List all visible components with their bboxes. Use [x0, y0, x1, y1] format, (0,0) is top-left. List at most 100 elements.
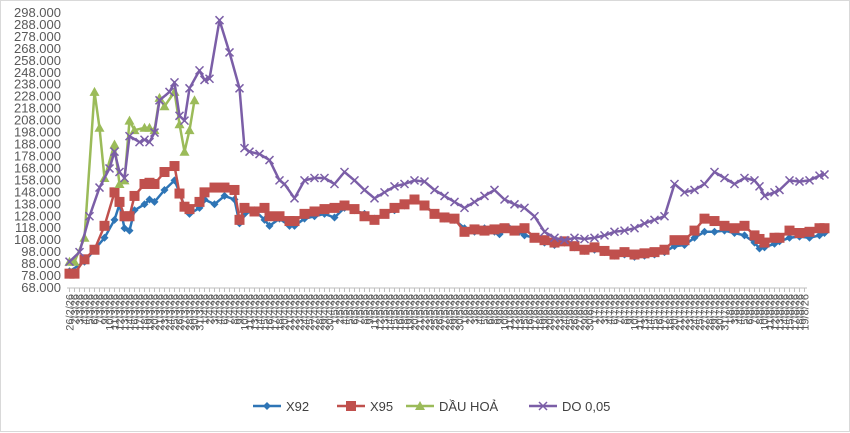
x-tick-label: 23/7/26 — [685, 294, 697, 331]
x-tick-label: 28/3/26 — [185, 294, 197, 331]
data-point-x95 — [599, 245, 610, 256]
data-point-x95 — [784, 225, 795, 236]
x-tick-label: 11/3/26 — [110, 294, 122, 330]
data-point-x95 — [229, 184, 240, 195]
data-point-do-0-05 — [264, 155, 275, 165]
x-tick-label: 30/3/26 — [190, 294, 202, 331]
data-point-x95 — [699, 213, 710, 224]
data-point-x95 — [359, 211, 370, 222]
data-point-x95 — [519, 223, 530, 234]
data-point-x95 — [509, 225, 520, 236]
data-point-do-0-05 — [649, 215, 660, 225]
x-tick-label: 28/4/26 — [315, 294, 327, 331]
x-tick-label: 7/5/26 — [355, 294, 367, 325]
x-tick-label: 2/5/26 — [335, 294, 347, 325]
x-tick-label: 4/4/26 — [215, 294, 227, 325]
data-point-x95 — [804, 226, 815, 237]
x-tick-label: 13/7/26 — [640, 294, 652, 331]
x-tick-label: 4/6/26 — [475, 294, 487, 325]
x-tick-label: 29/4/26 — [320, 294, 332, 331]
x-tick-label: 20/7/26 — [670, 294, 682, 331]
data-point-d-u-ho — [179, 146, 190, 156]
x-tick-label: 18/3/26 — [140, 294, 152, 331]
x-tick-label: 6/7/26 — [610, 294, 622, 325]
legend-item-do-0-05: DO 0,05 — [529, 399, 610, 414]
data-point-do-0-05 — [109, 147, 120, 157]
x-tick-label: 2/7/26 — [595, 294, 607, 325]
x-tick-label: 11/6/26 — [505, 294, 517, 330]
data-point-do-0-05 — [639, 218, 650, 228]
x-tick-label: 9/6/26 — [495, 294, 507, 325]
data-point-d-u-ho — [174, 119, 185, 129]
data-point-x92 — [110, 215, 119, 224]
data-point-do-0-05 — [104, 163, 115, 173]
y-tick-label: 208.000 — [14, 113, 61, 128]
data-point-do-0-05 — [179, 116, 190, 126]
data-point-do-0-05 — [149, 128, 160, 138]
x-tick-label: 30/4/26 — [325, 294, 337, 331]
data-point-do-0-05 — [669, 179, 680, 189]
data-point-do-0-05 — [794, 177, 805, 187]
data-point-d-u-ho — [184, 125, 195, 135]
data-point-x95 — [69, 268, 80, 279]
data-point-do-0-05 — [154, 95, 165, 105]
data-point-x95 — [399, 199, 410, 210]
x-tick-label: 5/3/26 — [85, 294, 97, 325]
x-tick-label: 3/3/26 — [75, 294, 87, 325]
data-point-x92 — [100, 233, 109, 242]
data-point-do-0-05 — [729, 179, 740, 189]
data-point-x95 — [639, 248, 650, 259]
data-point-x95 — [389, 202, 400, 213]
data-point-x95 — [449, 213, 460, 224]
data-point-x92 — [785, 233, 794, 242]
y-tick-label: 248.000 — [14, 65, 61, 80]
x-tick-label: 30/5/26 — [455, 294, 467, 331]
data-point-do-0-05 — [429, 185, 440, 195]
x-tick-label: 15/6/26 — [520, 294, 532, 331]
x-tick-label: 11/8/26 — [765, 294, 777, 330]
data-point-x95 — [239, 202, 250, 213]
x-tick-label: 8/5/26 — [360, 294, 372, 325]
x-tick-label: 31/7/26 — [720, 294, 732, 331]
data-point-d-u-ho — [89, 86, 100, 96]
data-point-do-0-05 — [119, 173, 130, 183]
data-point-x95 — [589, 242, 600, 253]
data-point-do-0-05 — [519, 203, 530, 213]
x-tick-label: 19/8/26 — [800, 294, 812, 331]
x-tick-label: 6/5/26 — [350, 294, 362, 325]
data-point-x95 — [129, 190, 140, 201]
x-tick-label: 19/6/26 — [540, 294, 552, 331]
data-point-x95 — [339, 200, 350, 211]
legend-label: DẦU HOẢ — [439, 399, 499, 414]
x-tick-label: 16/3/26 — [130, 294, 142, 331]
data-point-x95 — [679, 235, 690, 246]
data-point-x95 — [99, 220, 110, 231]
data-point-do-0-05 — [459, 203, 470, 213]
data-point-do-0-05 — [274, 175, 285, 185]
x-tick-label: 29/6/26 — [580, 294, 592, 331]
data-point-do-0-05 — [239, 143, 250, 153]
x-tick-label: 20/5/26 — [410, 294, 422, 331]
data-point-x92 — [710, 227, 719, 236]
x-tick-label: 8/6/26 — [490, 294, 502, 325]
data-point-do-0-05 — [579, 234, 590, 244]
data-point-do-0-05 — [754, 181, 765, 191]
x-tick-label: 25/6/26 — [565, 294, 577, 331]
x-tick-label: 25/7/26 — [695, 294, 707, 331]
x-tick-label: 14/8/26 — [780, 294, 792, 331]
data-point-x92 — [740, 231, 749, 240]
x-tick-label: 26/6/26 — [570, 294, 582, 331]
x-tick-label: 2/3/26 — [70, 294, 82, 325]
data-point-x95 — [289, 216, 300, 227]
data-point-x95 — [174, 188, 185, 199]
x-tick-label: 24/4/26 — [300, 294, 312, 331]
data-point-x95 — [629, 249, 640, 260]
legend-swatch-marker — [346, 401, 356, 411]
data-point-x95 — [709, 216, 720, 227]
x-tick-label: 28/5/26 — [445, 294, 457, 331]
x-tick-label: 17/6/26 — [530, 294, 542, 331]
data-point-d-u-ho — [159, 101, 170, 111]
x-tick-label: 4/7/26 — [605, 294, 617, 325]
data-point-x92 — [210, 200, 219, 209]
x-tick-label: 23/3/26 — [160, 294, 172, 331]
